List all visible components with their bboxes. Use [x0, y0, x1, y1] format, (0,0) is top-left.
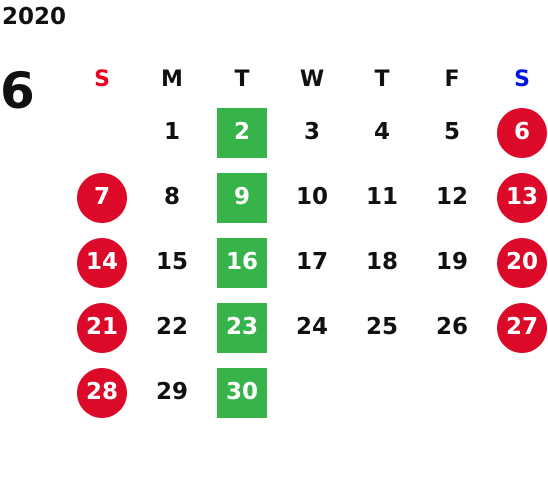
day-cell [417, 360, 487, 425]
calendar-day[interactable]: 12 [435, 184, 468, 210]
day-cell: 16 [207, 230, 277, 295]
day-cell: 17 [277, 230, 347, 295]
day-cell [67, 100, 137, 165]
weekday-header-mon: M [161, 67, 183, 92]
day-cell: 12 [417, 165, 487, 230]
day-cell: 22 [137, 295, 207, 360]
calendar-day[interactable]: 15 [155, 249, 188, 275]
calendar-day[interactable]: 29 [155, 379, 188, 405]
calendar-day[interactable]: 5 [443, 119, 460, 145]
month-number: 6 [0, 62, 35, 120]
day-cell [487, 360, 548, 425]
holiday-day[interactable]: 27 [497, 302, 547, 353]
calendar-day[interactable]: 22 [155, 314, 188, 340]
highlighted-day[interactable]: 16 [217, 237, 267, 288]
calendar-day[interactable]: 18 [365, 249, 398, 275]
calendar-day[interactable]: 1 [163, 119, 180, 145]
calendar-day[interactable]: 17 [295, 249, 328, 275]
holiday-day[interactable]: 6 [497, 107, 547, 158]
weekday-header-thu: T [374, 67, 390, 92]
holiday-day[interactable]: 7 [77, 172, 127, 223]
day-cell: 27 [487, 295, 548, 360]
highlighted-day[interactable]: 2 [217, 107, 267, 158]
day-cell: 5 [417, 100, 487, 165]
day-cell: 8 [137, 165, 207, 230]
day-cell: 25 [347, 295, 417, 360]
day-cell: 6 [487, 100, 548, 165]
day-cell: 30 [207, 360, 277, 425]
highlighted-day[interactable]: 30 [217, 367, 267, 418]
holiday-day[interactable]: 14 [77, 237, 127, 288]
day-cell: 24 [277, 295, 347, 360]
weekday-header-wed: W [299, 67, 325, 92]
weekday-header-sun: S [94, 67, 110, 92]
holiday-day[interactable]: 21 [77, 302, 127, 353]
day-cell: 10 [277, 165, 347, 230]
day-cell [347, 360, 417, 425]
calendar-day[interactable]: 8 [163, 184, 180, 210]
day-cell: 28 [67, 360, 137, 425]
calendar-day[interactable]: 10 [295, 184, 328, 210]
day-cell: 2 [207, 100, 277, 165]
day-cell: 18 [347, 230, 417, 295]
holiday-day[interactable]: 28 [77, 367, 127, 418]
day-cell: 15 [137, 230, 207, 295]
calendar-day[interactable]: 3 [303, 119, 320, 145]
highlighted-day[interactable]: 23 [217, 302, 267, 353]
calendar-day[interactable]: 4 [373, 119, 390, 145]
day-cell: 4 [347, 100, 417, 165]
highlighted-day[interactable]: 9 [217, 172, 267, 223]
calendar-day[interactable]: 25 [365, 314, 398, 340]
calendar-day[interactable]: 19 [435, 249, 468, 275]
day-cell: 29 [137, 360, 207, 425]
weekday-header-fri: F [444, 67, 460, 92]
calendar-grid: S M T W T F S 1 2 3 4 5 6 7 8 9 10 11 12 13 14 15 16 17 1… [67, 60, 548, 425]
weekday-header-sat: S [514, 67, 530, 92]
day-cell: 23 [207, 295, 277, 360]
day-cell: 19 [417, 230, 487, 295]
day-cell: 7 [67, 165, 137, 230]
day-cell [277, 360, 347, 425]
calendar-day[interactable]: 26 [435, 314, 468, 340]
calendar-day[interactable]: 11 [365, 184, 398, 210]
year-label: 2020 [2, 4, 67, 30]
day-cell: 13 [487, 165, 548, 230]
holiday-day[interactable]: 13 [497, 172, 547, 223]
day-cell: 20 [487, 230, 548, 295]
calendar-day[interactable]: 24 [295, 314, 328, 340]
day-cell: 26 [417, 295, 487, 360]
day-cell: 3 [277, 100, 347, 165]
day-cell: 14 [67, 230, 137, 295]
weekday-header-tue: T [234, 67, 250, 92]
day-cell: 1 [137, 100, 207, 165]
day-cell: 11 [347, 165, 417, 230]
holiday-day[interactable]: 20 [497, 237, 547, 288]
day-cell: 9 [207, 165, 277, 230]
day-cell: 21 [67, 295, 137, 360]
